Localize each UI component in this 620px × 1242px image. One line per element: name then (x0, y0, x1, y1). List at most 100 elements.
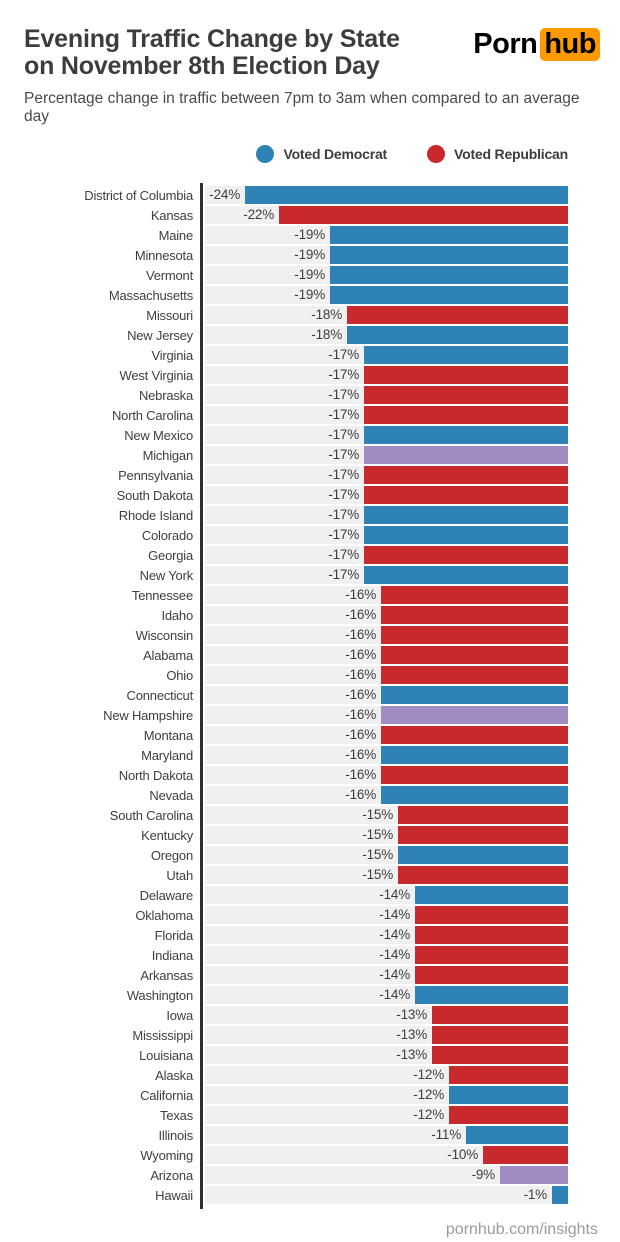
chart-row: Oregon -15% (0, 845, 620, 865)
bar-track: -17% (205, 526, 568, 544)
state-label: Florida (154, 927, 194, 943)
traffic-bar (415, 986, 568, 1004)
value-label: -19% (294, 267, 325, 282)
state-label: California (140, 1087, 193, 1103)
traffic-bar (432, 1006, 568, 1024)
value-label: -17% (328, 547, 359, 562)
state-label: Washington (126, 987, 193, 1003)
chart-row: Minnesota -19% (0, 245, 620, 265)
value-label: -19% (294, 247, 325, 262)
chart-row: Nebraska -17% (0, 385, 620, 405)
bar-track: -11% (205, 1126, 568, 1144)
chart-row: New Jersey -18% (0, 325, 620, 345)
bar-track: -14% (205, 926, 568, 944)
value-label: -13% (396, 1027, 427, 1042)
bar-track: -14% (205, 906, 568, 924)
chart-subtitle: Percentage change in traffic between 7pm… (24, 90, 580, 125)
chart-row: Rhode Island -17% (0, 505, 620, 525)
state-label: Nevada (149, 787, 193, 803)
header: Evening Traffic Change by State on Novem… (0, 0, 620, 80)
traffic-bar (432, 1046, 568, 1064)
value-label: -17% (328, 567, 359, 582)
state-label: Wyoming (140, 1147, 193, 1163)
value-label: -16% (345, 607, 376, 622)
traffic-bar (432, 1026, 568, 1044)
bar-track: -17% (205, 366, 568, 384)
traffic-bar (381, 586, 568, 604)
state-label: Vermont (145, 267, 193, 283)
value-label: -22% (243, 207, 274, 222)
legend: Voted Democrat Voted Republican (0, 144, 620, 164)
value-label: -17% (328, 467, 359, 482)
bar-track: -17% (205, 466, 568, 484)
bar-track: -16% (205, 686, 568, 704)
footer-credit: pornhub.com/insights (445, 1221, 598, 1238)
democrat-dot-icon (256, 145, 275, 163)
value-label: -17% (328, 507, 359, 522)
chart-row: Delaware -14% (0, 885, 620, 905)
state-label: Colorado (141, 527, 193, 543)
traffic-bar (364, 366, 568, 384)
title-line-2: on November 8th Election Day (24, 52, 380, 80)
state-label: Arizona (150, 1167, 193, 1183)
traffic-bar (381, 746, 568, 764)
traffic-bar (330, 266, 568, 284)
value-label: -17% (328, 427, 359, 442)
chart-row: Iowa -13% (0, 1005, 620, 1025)
state-label: South Carolina (109, 807, 193, 823)
state-label: Missouri (146, 307, 193, 323)
chart-row: Illinois -11% (0, 1125, 620, 1145)
bar-track: -17% (205, 486, 568, 504)
chart-row: Louisiana -13% (0, 1045, 620, 1065)
state-label: Connecticut (126, 687, 194, 703)
traffic-bar (552, 1186, 568, 1204)
bar-track: -16% (205, 706, 568, 724)
state-label: Illinois (158, 1127, 193, 1143)
state-label: Alabama (143, 647, 193, 663)
bar-track: -24% (205, 186, 568, 204)
value-label: -14% (379, 967, 410, 982)
chart-row: Ohio -16% (0, 665, 620, 685)
pornhub-logo: Porn hub (473, 28, 600, 61)
value-label: -14% (379, 907, 410, 922)
bar-track: -16% (205, 646, 568, 664)
state-label: Ohio (166, 667, 193, 683)
value-label: -13% (396, 1007, 427, 1022)
chart-row: South Dakota -17% (0, 485, 620, 505)
chart-row: Virginia -17% (0, 345, 620, 365)
chart-row: Colorado -17% (0, 525, 620, 545)
state-label: North Carolina (111, 407, 193, 423)
chart-row: Indiana -14% (0, 945, 620, 965)
bar-track: -9% (205, 1166, 568, 1184)
traffic-bar (381, 666, 568, 684)
traffic-bar (364, 506, 568, 524)
value-label: -19% (294, 287, 325, 302)
bar-track: -16% (205, 786, 568, 804)
bar-track: -17% (205, 446, 568, 464)
legend-item-republican: Voted Republican (427, 145, 568, 163)
state-label: North Dakota (118, 767, 193, 783)
bar-track: -17% (205, 406, 568, 424)
state-label: Arkansas (140, 967, 193, 983)
value-label: -16% (345, 587, 376, 602)
bar-track: -19% (205, 286, 568, 304)
state-label: Texas (160, 1107, 193, 1123)
chart-row: Arkansas -14% (0, 965, 620, 985)
bar-track: -16% (205, 766, 568, 784)
traffic-bar (364, 386, 568, 404)
bar-track: -14% (205, 946, 568, 964)
bar-track: -16% (205, 626, 568, 644)
state-label: Maryland (141, 747, 193, 763)
traffic-bar (364, 426, 568, 444)
value-label: -12% (413, 1087, 444, 1102)
traffic-bar (381, 626, 568, 644)
traffic-bar (500, 1166, 568, 1184)
bar-track: -17% (205, 386, 568, 404)
chart-row: Texas -12% (0, 1105, 620, 1125)
bar-track: -16% (205, 746, 568, 764)
bar-track: -14% (205, 986, 568, 1004)
value-label: -16% (345, 767, 376, 782)
value-label: -14% (379, 947, 410, 962)
chart-row: Maryland -16% (0, 745, 620, 765)
traffic-bar (364, 446, 568, 464)
